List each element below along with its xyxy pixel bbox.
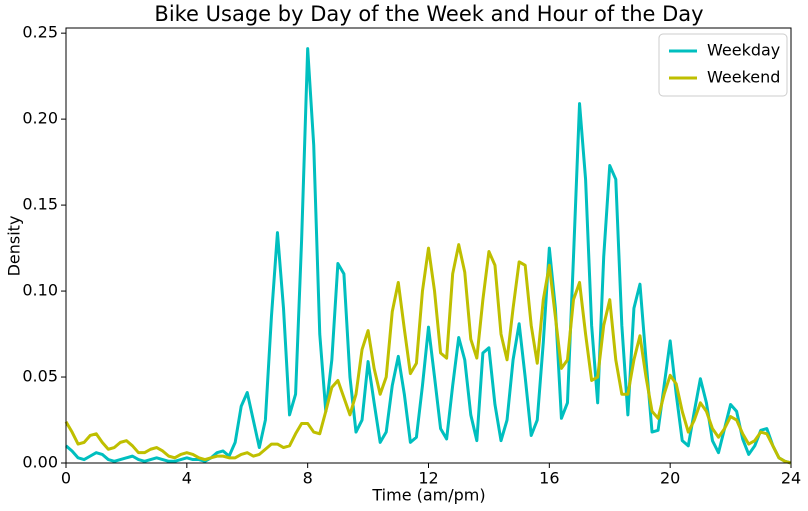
x-tick-label: 12 xyxy=(418,469,438,488)
x-tick-label: 24 xyxy=(781,469,801,488)
x-tick-label: 0 xyxy=(61,469,71,488)
chart-title: Bike Usage by Day of the Week and Hour o… xyxy=(154,2,703,26)
legend-label: Weekday xyxy=(707,41,780,60)
y-tick-label: 0.15 xyxy=(22,195,58,214)
x-tick-label: 4 xyxy=(182,469,192,488)
y-tick-label: 0.25 xyxy=(22,23,58,42)
y-tick-label: 0.05 xyxy=(22,367,58,386)
x-axis-label: Time (am/pm) xyxy=(371,486,485,505)
series-line xyxy=(65,47,792,465)
legend-label: Weekend xyxy=(707,68,780,87)
y-tick-label: 0.10 xyxy=(22,281,58,300)
y-axis-label: Density xyxy=(5,216,24,277)
series-line xyxy=(64,243,792,465)
x-tick-label: 20 xyxy=(660,469,680,488)
y-tick-label: 0.00 xyxy=(22,453,58,472)
legend: Weekday Weekend xyxy=(658,33,788,97)
x-tick-label: 16 xyxy=(539,469,559,488)
plot-frame xyxy=(65,27,792,464)
y-tick-label: 0.20 xyxy=(22,109,58,128)
x-tick-label: 8 xyxy=(303,469,313,488)
